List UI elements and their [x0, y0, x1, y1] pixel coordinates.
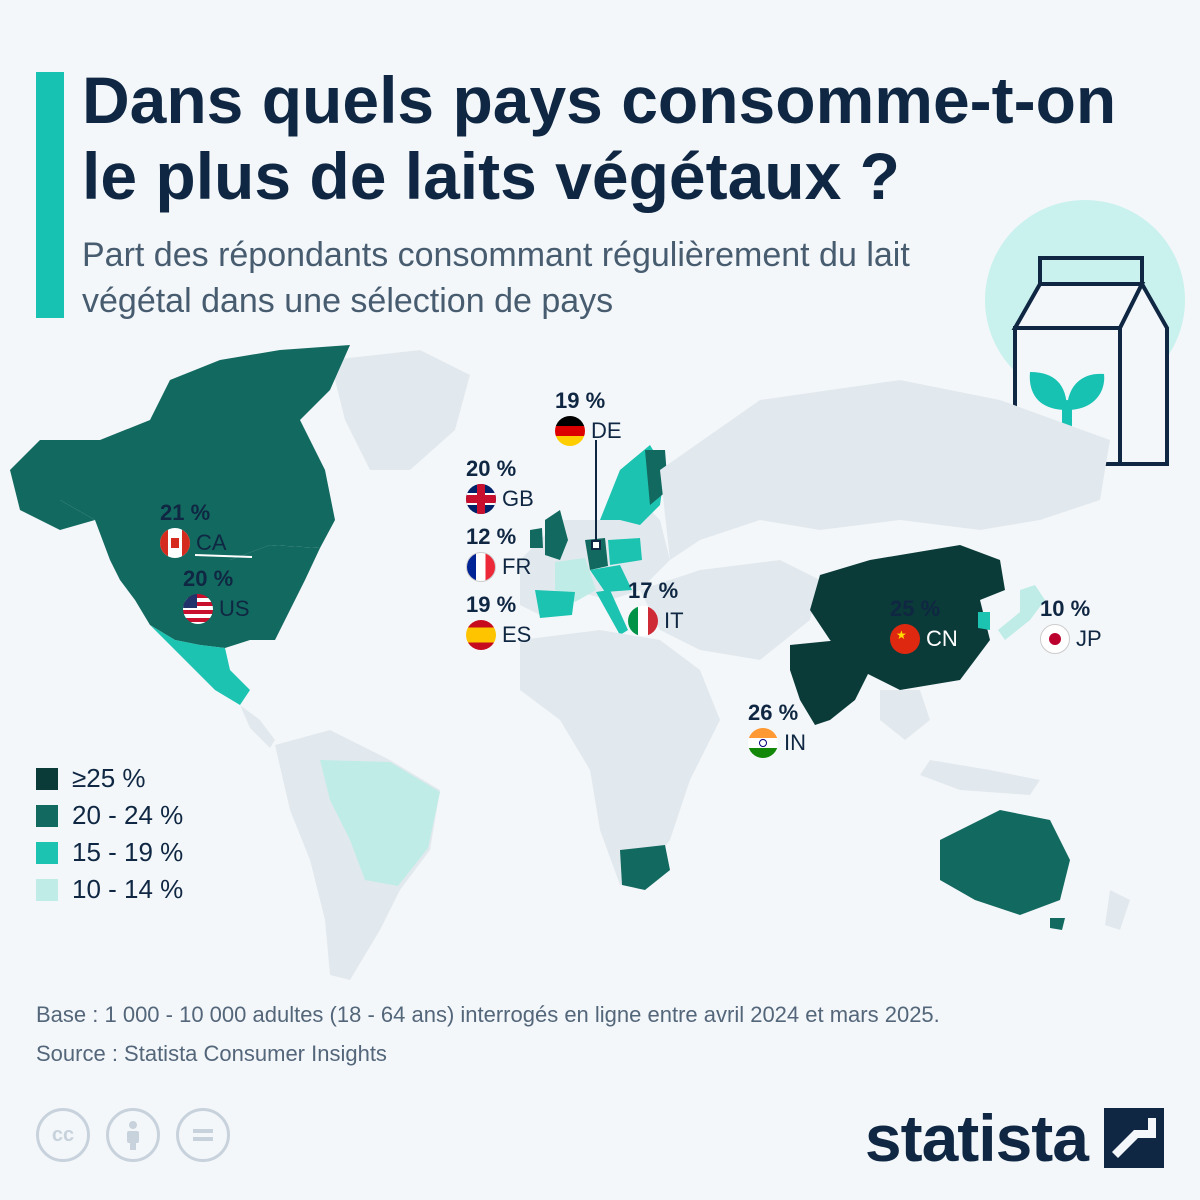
license-icons: cc	[36, 1108, 230, 1162]
flag-gb-icon	[466, 484, 496, 514]
label-it: 17 % IT	[628, 578, 684, 636]
code-in: IN	[784, 730, 806, 755]
code-cn: CN	[926, 626, 958, 651]
value-jp: 10 %	[1040, 596, 1091, 621]
south-africa	[620, 845, 670, 890]
flag-jp-icon	[1040, 624, 1070, 654]
flag-in-icon	[748, 728, 778, 758]
flag-es-icon	[466, 620, 496, 650]
greenland	[330, 350, 470, 470]
country-it	[596, 590, 628, 635]
country-ca	[10, 345, 350, 560]
korea	[978, 612, 990, 630]
code-es: ES	[502, 622, 532, 647]
poland	[608, 538, 642, 565]
legend-label: ≥25 %	[72, 763, 146, 793]
legend-label: 15 - 19 %	[72, 837, 184, 867]
flag-us-icon	[183, 594, 213, 624]
value-us: 20 %	[183, 566, 234, 591]
attribution-icon[interactable]	[106, 1108, 160, 1162]
footer-source: Source : Statista Consumer Insights	[36, 1041, 387, 1066]
country-fr	[555, 558, 596, 602]
value-cn: 25 %	[890, 596, 941, 621]
country-de	[585, 538, 608, 570]
no-derivatives-icon[interactable]	[176, 1108, 230, 1162]
country-jp	[998, 585, 1045, 640]
flag-it-icon	[628, 606, 658, 636]
code-us: US	[219, 596, 250, 621]
value-es: 19 %	[466, 592, 517, 617]
page-title: Dans quels pays consomme-t-on le plus de…	[82, 63, 1117, 213]
label-jp: 10 % JP	[1040, 596, 1102, 654]
flag-ca-icon	[160, 528, 190, 558]
legend-item: 10 - 14 %	[36, 871, 183, 908]
legend-swatch	[36, 767, 58, 790]
flag-fr-icon	[466, 552, 496, 582]
label-gb: 20 % GB	[466, 456, 534, 514]
legend-item: 15 - 19 %	[36, 834, 183, 871]
legend: ≥25 % 20 - 24 % 15 - 19 % 10 - 14 %	[36, 760, 183, 908]
footer-base: Base : 1 000 - 10 000 adultes (18 - 64 a…	[36, 1002, 940, 1027]
code-de: DE	[591, 418, 622, 443]
flag-cn-icon: ★	[890, 624, 920, 654]
legend-swatch	[36, 878, 58, 901]
label-cn: 25 % ★ CN	[890, 596, 958, 654]
country-in	[790, 640, 870, 725]
central-europe	[590, 565, 632, 592]
flag-de-icon	[555, 416, 585, 446]
legend-label: 10 - 14 %	[72, 874, 184, 904]
value-ca: 21 %	[160, 500, 211, 525]
statista-logo[interactable]: statista	[865, 1100, 1164, 1176]
code-fr: FR	[502, 554, 532, 579]
value-it: 17 %	[628, 578, 679, 603]
value-de: 19 %	[555, 388, 606, 413]
accent-bar	[36, 72, 64, 318]
country-es	[535, 590, 575, 618]
page-subtitle: Part des répondants consommant régulière…	[82, 236, 910, 320]
code-ca: CA	[196, 530, 227, 555]
logo-text: statista	[864, 1101, 1089, 1175]
australia	[940, 810, 1070, 915]
ireland	[530, 528, 543, 548]
legend-swatch	[36, 804, 58, 827]
country-us	[110, 545, 320, 648]
legend-item: 20 - 24 %	[36, 797, 183, 834]
russia	[660, 380, 1110, 560]
africa	[520, 630, 720, 885]
country-cn	[810, 545, 1005, 690]
label-us: 20 % US	[183, 566, 250, 624]
label-in: 26 % IN	[748, 700, 806, 758]
alaska	[10, 470, 95, 530]
legend-item: ≥25 %	[36, 760, 183, 797]
country-mx	[150, 625, 250, 705]
code-gb: GB	[502, 486, 534, 511]
code-jp: JP	[1076, 626, 1102, 651]
code-it: IT	[664, 608, 684, 633]
finland	[645, 450, 668, 505]
legend-label: 20 - 24 %	[72, 800, 184, 830]
statista-logo-icon	[1104, 1108, 1164, 1168]
country-br	[320, 760, 440, 886]
label-ca: 21 % CA	[160, 500, 227, 558]
label-de: 19 % DE	[555, 388, 622, 446]
value-fr: 12 %	[466, 524, 517, 549]
value-gb: 20 %	[466, 456, 517, 481]
label-es: 19 % ES	[466, 592, 531, 650]
value-in: 26 %	[748, 700, 799, 725]
label-fr: 12 % FR	[466, 524, 531, 582]
cc-icon[interactable]: cc	[36, 1108, 90, 1162]
legend-swatch	[36, 841, 58, 864]
country-gb	[545, 510, 568, 560]
